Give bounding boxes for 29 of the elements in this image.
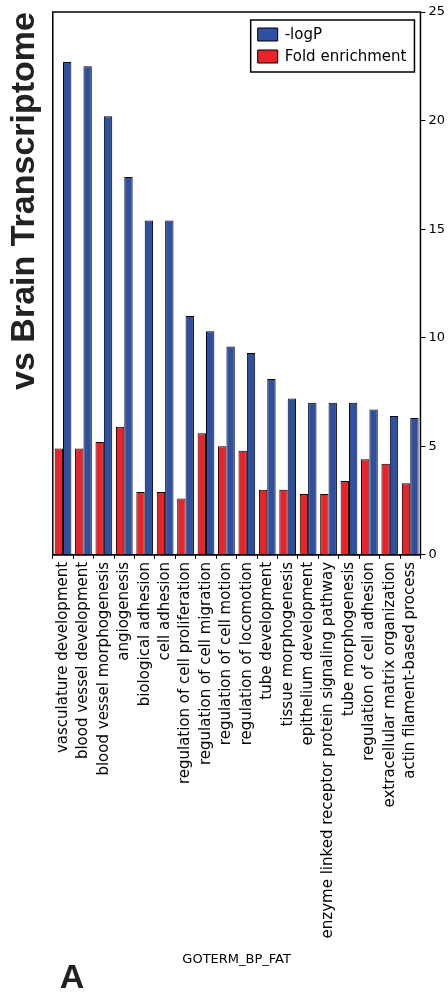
x-tick-label: actin filament-based process <box>400 561 419 779</box>
x-tick-label: blood vessel morphogenesis <box>93 561 112 776</box>
y-tick-label: 0 <box>428 546 437 562</box>
x-tick-label: extracellular matrix organization <box>379 561 398 808</box>
x-tick-label: biological adhesion <box>134 561 153 707</box>
x-tick-label: regulation of locomotion <box>236 561 255 746</box>
x-tick-label: regulation of cell motion <box>216 561 235 746</box>
y-tick-label: 5 <box>428 437 437 453</box>
x-tick-label: tube morphogenesis <box>338 561 357 717</box>
x-tick-label: tube development <box>257 561 276 700</box>
legend-label: Fold enrichment <box>284 46 407 65</box>
y-tick-label: 10 <box>428 329 445 345</box>
x-tick-label: enzyme linked receptor protein signaling pathway <box>318 561 337 939</box>
x-tick-label: vasculature development <box>52 561 71 754</box>
x-tick-label: regulation of cell adhesion <box>359 561 378 761</box>
legend-label: -logP <box>284 24 323 43</box>
text: vs Brain Transcriptome <box>2 12 41 390</box>
x-tick-label: regulation of cell proliferation <box>175 561 194 785</box>
x-tick-label: epithelium development <box>298 561 317 746</box>
x-tick-label: cell adhesion <box>155 561 174 661</box>
y-tick-label: 25 <box>428 3 445 19</box>
x-tick-label: tissue morphogenesis <box>277 561 296 727</box>
text: A <box>59 957 85 996</box>
x-tick-label: blood vessel development <box>73 561 92 760</box>
y-tick-label: 20 <box>428 111 445 127</box>
y-tick-label: 15 <box>428 220 445 236</box>
x-axis-title: GOTERM_BP_FAT <box>182 950 291 966</box>
x-tick-label: regulation of cell migration <box>195 561 214 766</box>
x-tick-label: angiogenesis <box>114 561 133 661</box>
